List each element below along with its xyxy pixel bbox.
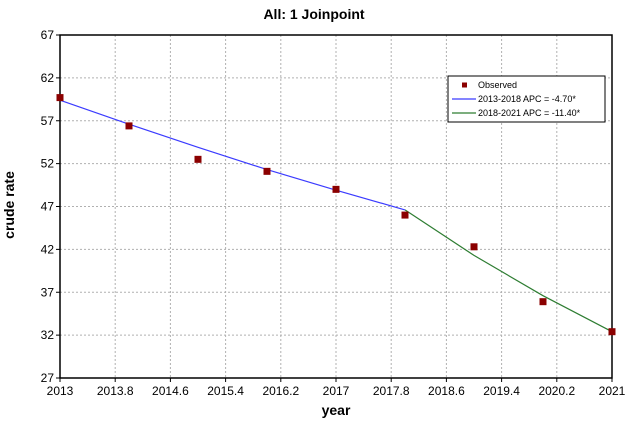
observed-point — [263, 167, 271, 175]
observed-point — [125, 122, 133, 130]
x-tick-label: 2013.8 — [97, 384, 134, 398]
observed-point — [56, 94, 64, 102]
observed-point — [608, 328, 616, 336]
x-tick-label: 2021 — [599, 384, 626, 398]
y-tick-label: 37 — [41, 285, 55, 299]
series-layer — [56, 94, 616, 336]
trend-line — [59, 99, 406, 211]
y-tick-label: 47 — [41, 200, 55, 214]
legend-label: Observed — [478, 80, 517, 90]
chart-title: All: 1 Joinpoint — [263, 6, 364, 22]
legend-label: 2013-2018 APC = -4.70* — [478, 94, 576, 104]
y-axis-label: crude rate — [1, 171, 17, 239]
y-tick-label: 62 — [41, 71, 55, 85]
observed-point — [539, 298, 547, 306]
x-tick-label: 2013 — [47, 384, 74, 398]
observed-point — [332, 185, 340, 193]
observed-point — [470, 243, 478, 251]
y-tick-label: 52 — [41, 157, 55, 171]
x-tick-label: 2016.2 — [262, 384, 299, 398]
y-tick-label: 67 — [41, 28, 55, 42]
observed-point — [401, 211, 409, 219]
x-tick-label: 2020.2 — [538, 384, 575, 398]
x-axis-label: year — [322, 402, 351, 418]
legend-label: 2018-2021 APC = -11.40* — [478, 108, 581, 118]
y-tick-label: 27 — [41, 371, 55, 385]
x-tick-label: 2015.4 — [207, 384, 244, 398]
x-tick-label: 2019.4 — [483, 384, 520, 398]
observed-point — [194, 155, 202, 163]
x-tick-label: 2017 — [323, 384, 350, 398]
legend-marker — [462, 82, 467, 88]
y-tick-label: 42 — [41, 242, 55, 256]
x-tick-label: 2014.6 — [152, 384, 189, 398]
y-tick-label: 57 — [41, 114, 55, 128]
y-tick-label: 32 — [41, 328, 55, 342]
x-tick-label: 2017.8 — [373, 384, 410, 398]
legend: Observed 2013-2018 APC = -4.70* 2018-2021 … — [447, 75, 606, 123]
x-tick-label: 2018.6 — [428, 384, 465, 398]
axis-ticks: 27 32 37 42 47 52 57 62 67 2013 2013.8 2014.6 2015.4… — [41, 28, 626, 398]
trend-line — [404, 209, 613, 333]
